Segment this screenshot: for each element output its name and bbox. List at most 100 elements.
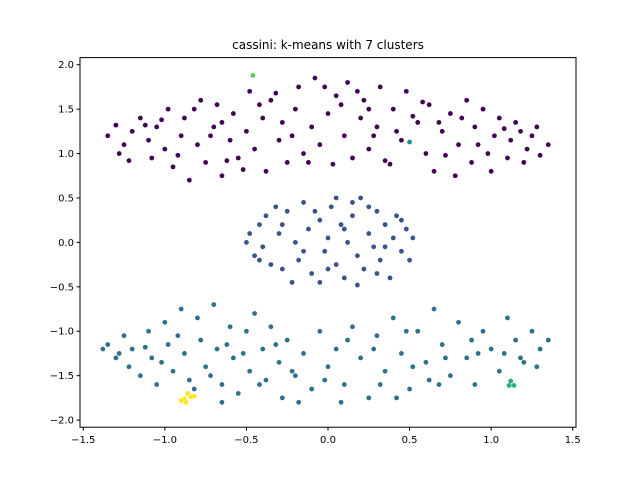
cluster-2-point-37	[317, 328, 323, 334]
cluster-0-point-89	[475, 142, 481, 148]
cluster-2-point-94	[534, 364, 540, 370]
cluster-2-point-6	[137, 373, 143, 379]
cluster-2-point-48	[407, 386, 412, 392]
cluster-0-point-57	[431, 168, 437, 174]
cluster-2-point-45	[382, 368, 388, 374]
cluster-0-point-79	[142, 122, 148, 128]
cluster-6-point-4	[191, 393, 197, 399]
cluster-1-point-36	[403, 226, 409, 232]
cluster-1-point-46	[399, 217, 404, 223]
cluster-2-point-84	[338, 399, 344, 405]
cluster-2-point-4	[126, 364, 132, 370]
cluster-2-point-72	[289, 368, 295, 374]
cluster-0-point-12	[178, 133, 184, 139]
cluster-2-point-32	[279, 395, 285, 401]
cluster-2-point-61	[513, 337, 519, 343]
chart-title: cassini: k-means with 7 clusters	[232, 38, 424, 52]
cluster-2-point-88	[469, 337, 474, 343]
y-axis: −2.0 −1.5 −1.0 −0.5 0.0 0.5 1.0 1.5 2.0	[50, 60, 80, 427]
x-tick-label: 0.5	[402, 435, 418, 446]
cluster-0-point-91	[159, 117, 164, 123]
cluster-0-point-96	[436, 120, 442, 125]
cluster-0-point-63	[469, 160, 474, 165]
cluster-0-point-17	[203, 160, 209, 165]
x-tick-label: 1.5	[565, 435, 581, 446]
cluster-2-point-39	[333, 346, 339, 352]
cluster-0-point-27	[260, 115, 266, 121]
cluster-0-point-55	[423, 151, 429, 156]
x-tick-label: −0.5	[234, 435, 258, 446]
cluster-2-point-5	[129, 346, 135, 352]
cluster-0-point-5	[137, 115, 143, 121]
cluster-0-point-87	[410, 113, 416, 119]
cluster-2-point-66	[116, 351, 122, 356]
cluster-0-point-60	[452, 173, 458, 179]
cluster-2-point-77	[443, 355, 448, 361]
cluster-0-point-92	[191, 106, 197, 112]
cluster-0-point-53	[403, 88, 409, 94]
cluster-1-point-34	[394, 213, 399, 219]
cluster-1-point-6	[268, 262, 274, 268]
cluster-1-point-39	[273, 204, 279, 210]
cluster-0-point-40	[330, 161, 336, 167]
cluster-0-point-75	[534, 124, 540, 130]
y-tick-label: 1.5	[58, 105, 74, 116]
cluster-1-point-38	[410, 235, 416, 241]
cluster-2-point-53	[447, 373, 453, 379]
cluster-2-point-38	[325, 364, 331, 370]
cluster-4-point-2	[506, 383, 512, 388]
cluster-2-point-90	[296, 399, 302, 405]
cluster-2-point-68	[175, 333, 181, 339]
y-tick-label: −1.0	[50, 327, 74, 338]
cluster-0-point-29	[268, 97, 274, 103]
cluster-1-point-27	[366, 231, 372, 236]
cluster-2-point-14	[182, 351, 187, 356]
cluster-0-point-64	[472, 124, 478, 130]
cluster-2-point-58	[488, 346, 494, 352]
y-tick-label: −0.5	[50, 282, 74, 293]
cluster-2-point-79	[518, 355, 523, 361]
cluster-0-point-76	[537, 152, 543, 158]
cluster-0-point-10	[165, 106, 171, 112]
cluster-1-point-21	[341, 275, 347, 281]
cluster-1-point-33	[390, 235, 396, 241]
cluster-2-point-25	[244, 328, 249, 334]
cluster-1-point-5	[263, 213, 269, 219]
cluster-0-point-50	[382, 158, 388, 164]
data-points	[100, 72, 551, 405]
cluster-0-point-9	[162, 146, 168, 152]
y-tick-label: 0.5	[58, 193, 74, 204]
cluster-0-point-47	[366, 146, 372, 152]
cluster-2-point-40	[341, 382, 347, 387]
cluster-3-point-0	[407, 139, 412, 145]
cluster-1-point-23	[350, 213, 355, 219]
cluster-2-point-91	[394, 395, 399, 401]
cluster-0-point-69	[505, 155, 510, 161]
cluster-1-point-37	[407, 257, 412, 263]
cluster-0-point-6	[146, 137, 151, 143]
cluster-1-point-13	[306, 226, 311, 232]
cluster-0-point-7	[149, 155, 155, 161]
cluster-2-point-49	[415, 328, 421, 334]
y-tick-label: −1.5	[50, 371, 74, 382]
cluster-0-point-86	[371, 133, 377, 139]
cluster-2-point-24	[235, 391, 241, 396]
cluster-1-point-42	[354, 282, 360, 288]
cluster-0-point-61	[456, 142, 461, 148]
cluster-2-point-1	[105, 342, 111, 347]
cluster-2-point-46	[390, 315, 396, 321]
cluster-2-point-51	[431, 306, 437, 312]
cluster-1-point-32	[387, 275, 393, 281]
cluster-1-point-22	[345, 240, 350, 245]
cluster-2-point-0	[100, 346, 106, 352]
cluster-0-point-21	[227, 137, 233, 143]
cluster-0-point-104	[322, 84, 328, 90]
cluster-1-point-43	[312, 208, 318, 214]
cluster-1-point-7	[276, 231, 282, 236]
y-tick-label: 0.0	[58, 238, 74, 249]
cluster-2-point-28	[260, 346, 266, 352]
cluster-2-point-71	[257, 382, 262, 387]
cluster-0-point-33	[292, 106, 298, 112]
cluster-0-point-45	[358, 115, 364, 121]
